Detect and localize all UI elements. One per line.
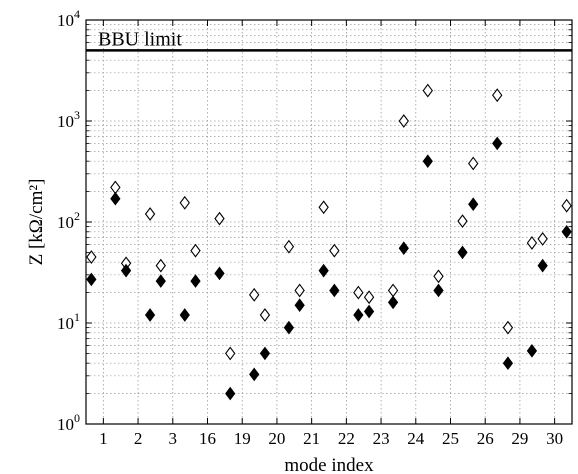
open-diamond-point: [318, 200, 329, 215]
filled-diamond-point: [86, 272, 97, 287]
x-tick-label: 26: [477, 429, 494, 448]
y-tick-label: 104: [57, 7, 80, 30]
filled-diamond-point: [225, 386, 236, 401]
filled-diamond-point: [120, 263, 132, 278]
filled-diamond-point: [502, 356, 514, 371]
filled-diamond-point: [537, 258, 548, 273]
open-diamond-point: [179, 195, 190, 210]
filled-diamond-point: [110, 191, 121, 206]
x-tick-label: 3: [169, 429, 178, 448]
open-diamond-point: [190, 243, 201, 258]
x-axis-ticks: 1 2 3 16 19 20 21 22 23 24 25 26 29 30: [99, 20, 563, 448]
open-diamond-point: [294, 283, 305, 298]
open-diamond-point: [259, 308, 271, 322]
x-tick-label: 24: [407, 429, 425, 448]
open-diamond-point: [561, 198, 572, 213]
open-diamond-point: [398, 114, 409, 128]
x-tick-label: 1: [99, 429, 108, 448]
filled-diamond-point: [457, 245, 468, 260]
open-diamond-point: [329, 243, 340, 258]
x-tick-label: 30: [546, 429, 563, 448]
filled-diamond-point: [283, 320, 295, 335]
x-tick-label: 16: [199, 429, 216, 448]
grid: [86, 20, 572, 424]
open-diamond-point: [422, 83, 433, 98]
x-axis-label: mode index: [284, 455, 374, 474]
x-tick-label: 22: [338, 429, 355, 448]
filled-diamond-point: [398, 241, 409, 256]
y-axis-label: Z [kΩ/cm²]: [26, 179, 47, 266]
open-diamond-point: [468, 156, 479, 171]
bbu-limit-label: BBU limit: [98, 28, 182, 50]
filled-diamond-point: [526, 344, 538, 358]
y-tick-label: 103: [57, 108, 80, 131]
x-tick-label: 29: [511, 429, 528, 448]
filled-diamond-point: [387, 295, 399, 310]
filled-diamond-point: [468, 197, 479, 212]
x-tick-label: 20: [268, 429, 285, 448]
x-tick-label: 19: [234, 429, 251, 448]
filled-diamond-point: [259, 346, 271, 361]
open-diamond-point: [363, 290, 375, 305]
open-diamond-point: [537, 231, 548, 246]
bbu-limit-annotation: BBU limit: [86, 28, 572, 52]
open-diamond-point: [433, 269, 444, 284]
filled-diamond-point: [363, 304, 375, 319]
data-points: [86, 83, 572, 401]
open-diamond-point: [353, 285, 364, 300]
filled-diamond-point: [249, 367, 260, 382]
x-tick-label: 21: [303, 429, 320, 448]
x-tick-label: 25: [442, 429, 459, 448]
open-diamond-point: [155, 258, 166, 273]
open-diamond-point: [249, 287, 260, 302]
filled-diamond-point: [433, 283, 444, 298]
open-diamond-point: [502, 320, 514, 335]
open-diamond-point: [457, 214, 468, 229]
filled-diamond-point: [144, 308, 156, 322]
open-diamond-point: [283, 239, 295, 254]
filled-diamond-point: [561, 224, 572, 239]
open-diamond-point: [86, 250, 97, 264]
filled-diamond-point: [155, 274, 166, 288]
open-diamond-point: [492, 88, 503, 103]
y-axis-ticks: 100 101 102 103 104: [57, 7, 572, 434]
open-diamond-point: [387, 283, 399, 298]
filled-diamond-point: [492, 136, 503, 151]
filled-diamond-point: [294, 298, 305, 313]
filled-diamond-point: [422, 154, 433, 169]
filled-diamond-point: [353, 308, 364, 322]
filled-diamond-point: [190, 274, 201, 288]
filled-diamond-point: [329, 283, 340, 298]
open-diamond-point: [526, 236, 538, 250]
open-diamond-point: [214, 211, 225, 226]
filled-diamond-point: [318, 263, 329, 278]
y-tick-label: 100: [57, 411, 80, 434]
open-diamond-point: [144, 207, 156, 221]
filled-diamond-point: [179, 308, 190, 322]
y-tick-label: 101: [57, 310, 80, 333]
filled-diamond-point: [214, 266, 225, 281]
x-tick-label: 23: [373, 429, 390, 448]
open-diamond-point: [225, 346, 236, 361]
x-tick-label: 2: [134, 429, 143, 448]
y-tick-label: 102: [57, 209, 80, 232]
